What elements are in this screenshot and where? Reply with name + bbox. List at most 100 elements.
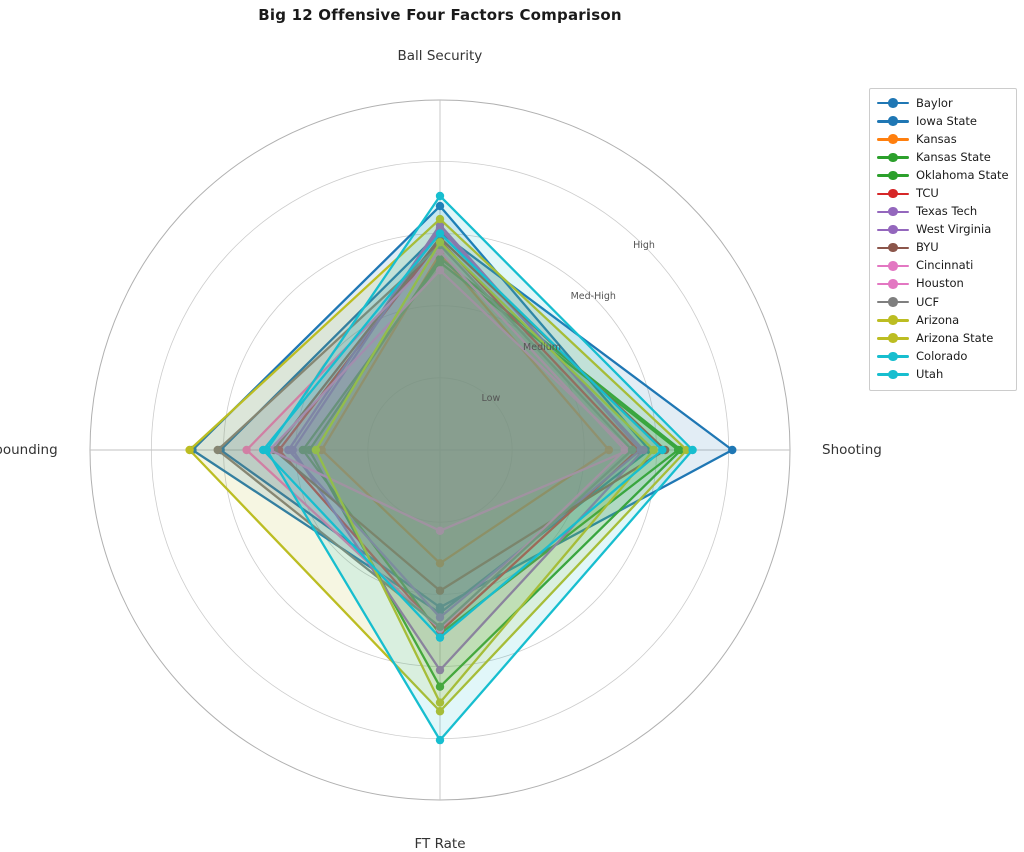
radar-data-point[interactable] xyxy=(636,445,645,455)
legend-item-tcu[interactable]: TCU xyxy=(876,184,1010,202)
radar-series-fill xyxy=(263,233,663,638)
legend-item-label: Kansas State xyxy=(916,149,991,164)
legend-item-label: Houston xyxy=(916,276,964,291)
radar-data-point[interactable] xyxy=(435,622,445,631)
legend-marker-icon xyxy=(876,295,910,309)
legend-marker-icon xyxy=(876,132,910,146)
radar-data-point[interactable] xyxy=(435,526,445,536)
radar-data-point[interactable] xyxy=(305,445,314,455)
radar-data-point[interactable] xyxy=(658,445,667,455)
radar-data-point[interactable] xyxy=(435,201,445,211)
legend-item-ucf[interactable]: UCF xyxy=(876,293,1010,311)
radar-data-point[interactable] xyxy=(435,698,445,707)
legend-item-iowa-state[interactable]: Iowa State xyxy=(876,112,1010,130)
radar-data-point[interactable] xyxy=(435,707,445,716)
radar-data-point[interactable] xyxy=(620,445,629,455)
legend-marker-icon xyxy=(876,313,910,327)
radar-data-point[interactable] xyxy=(435,258,445,267)
legend-item-houston[interactable]: Houston xyxy=(876,275,1010,293)
axis-label-ft-rate: FT Rate xyxy=(414,836,466,852)
radar-series-fill xyxy=(279,240,638,632)
legend-item-label: Kansas xyxy=(916,131,957,146)
legend-item-colorado[interactable]: Colorado xyxy=(876,347,1010,365)
radar-data-point[interactable] xyxy=(213,445,222,455)
radar-data-point[interactable] xyxy=(435,229,445,238)
radar-data-point[interactable] xyxy=(435,237,445,247)
radar-data-point[interactable] xyxy=(435,559,445,568)
radar-data-point[interactable] xyxy=(604,445,614,455)
legend-marker-icon xyxy=(876,277,910,291)
radar-series-fill xyxy=(309,258,682,687)
radial-tick-med-high: Med-High xyxy=(570,291,616,303)
radar-plot-area: Ball Security Shooting FT Rate Off Reboundi… xyxy=(0,48,882,852)
legend-marker-icon xyxy=(876,187,910,201)
radar-data-point[interactable] xyxy=(262,445,271,455)
radar-series-fill xyxy=(315,242,654,703)
legend-item-baylor[interactable]: Baylor xyxy=(876,94,1010,112)
chart-legend[interactable]: Baylor Iowa State Kansas Kansas State Oklaho… xyxy=(869,88,1017,391)
radar-data-point[interactable] xyxy=(435,613,445,622)
legend-item-texas-tech[interactable]: Texas Tech xyxy=(876,203,1010,221)
legend-item-label: Iowa State xyxy=(916,113,977,128)
legend-marker-icon xyxy=(876,241,910,255)
radar-series-layer xyxy=(185,191,737,745)
legend-item-byu[interactable]: BYU xyxy=(876,239,1010,257)
legend-item-label: Colorado xyxy=(916,348,968,363)
page-title: Big 12 Offensive Four Factors Comparison xyxy=(258,6,622,24)
radar-data-point[interactable] xyxy=(649,445,658,455)
legend-marker-icon xyxy=(876,96,910,110)
radar-data-point[interactable] xyxy=(627,445,637,455)
radar-data-point[interactable] xyxy=(284,445,293,455)
legend-item-label: Arizona xyxy=(916,312,960,327)
radar-data-point[interactable] xyxy=(435,247,445,256)
legend-item-utah[interactable]: Utah xyxy=(876,365,1010,383)
axis-label-off-rebounding: Off Rebounding xyxy=(0,442,58,458)
legend-item-arizona[interactable]: Arizona xyxy=(876,311,1010,329)
radar-data-point[interactable] xyxy=(673,445,683,455)
radial-tick-low: Low xyxy=(481,393,501,405)
radar-data-point[interactable] xyxy=(435,266,445,275)
radar-data-point[interactable] xyxy=(435,735,445,745)
legend-item-label: Arizona State xyxy=(916,330,994,345)
legend-marker-icon xyxy=(876,114,910,128)
radar-svg xyxy=(89,99,791,801)
legend-item-oklahoma-state[interactable]: Oklahoma State xyxy=(876,166,1010,184)
legend-item-label: TCU xyxy=(916,186,939,201)
radar-data-point[interactable] xyxy=(728,445,737,455)
legend-marker-icon xyxy=(876,168,910,182)
radar-data-point[interactable] xyxy=(435,220,445,230)
legend-item-kansas[interactable]: Kansas xyxy=(876,130,1010,148)
radar-data-point[interactable] xyxy=(185,445,194,455)
radar-data-point[interactable] xyxy=(242,445,251,455)
legend-marker-icon xyxy=(876,367,910,381)
legend-item-label: Baylor xyxy=(916,95,953,110)
radar-series-fill xyxy=(266,195,693,741)
legend-item-arizona-state[interactable]: Arizona State xyxy=(876,329,1010,347)
legend-item-west-virginia[interactable]: West Virginia xyxy=(876,221,1010,239)
radar-series-fill xyxy=(269,270,630,531)
radar-series-fill xyxy=(189,219,687,712)
radar-data-point[interactable] xyxy=(435,191,445,201)
legend-marker-icon xyxy=(876,150,910,164)
radar-series-fill xyxy=(302,262,679,635)
axis-label-shooting: Shooting xyxy=(822,442,882,458)
radar-data-point[interactable] xyxy=(435,603,445,612)
radar-data-point[interactable] xyxy=(435,586,445,595)
axis-label-ball-security: Ball Security xyxy=(397,48,483,64)
legend-item-label: West Virginia xyxy=(916,222,992,237)
legend-item-cincinnati[interactable]: Cincinnati xyxy=(876,257,1010,275)
radar-data-point[interactable] xyxy=(317,445,326,455)
radar-data-point[interactable] xyxy=(311,445,321,455)
radar-data-point[interactable] xyxy=(435,214,445,224)
radar-data-point[interactable] xyxy=(688,445,697,455)
radar-data-point[interactable] xyxy=(435,682,445,691)
legend-item-kansas-state[interactable]: Kansas State xyxy=(876,148,1010,166)
legend-marker-icon xyxy=(876,259,910,273)
radial-tick-medium: Medium xyxy=(523,342,562,354)
radar-data-point[interactable] xyxy=(435,633,445,642)
radar-data-point[interactable] xyxy=(435,665,445,675)
legend-item-label: Oklahoma State xyxy=(916,167,1009,182)
radar-series-fill xyxy=(192,206,650,614)
radar-data-point[interactable] xyxy=(298,445,308,455)
